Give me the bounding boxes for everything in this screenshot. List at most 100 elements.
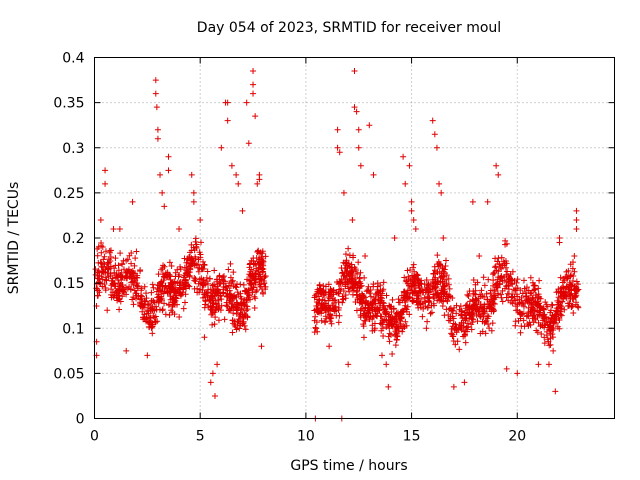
data-point [328,320,335,327]
data-point [438,273,445,280]
data-point [415,304,422,311]
data-point [477,313,484,320]
data-point [154,281,161,288]
data-point [357,269,364,276]
data-point [470,301,477,308]
data-point [174,266,181,273]
data-point [227,274,234,281]
data-point [547,309,554,316]
data-point [401,274,408,281]
data-point [397,321,404,328]
data-point [177,279,184,286]
data-point [452,341,459,348]
data-point [207,306,214,313]
data-point [480,310,487,317]
chart-title: Day 054 of 2023, SRMTID for receiver mou… [197,20,501,36]
data-point [260,289,267,296]
data-point [102,287,109,294]
data-point [99,276,106,283]
data-point [138,295,145,302]
data-point [532,307,539,314]
data-point [112,255,119,262]
data-point [239,301,246,308]
data-point [94,252,101,259]
data-point [481,305,488,312]
data-point [340,295,347,302]
data-point [354,294,361,301]
data-point [95,259,102,266]
data-point [320,292,327,299]
data-point [404,267,411,274]
data-point [209,370,216,377]
data-point [326,291,333,298]
data-point [239,207,246,214]
data-point [381,316,388,323]
data-point [101,261,108,268]
data-point [439,286,446,293]
data-point [549,331,556,338]
data-point [491,286,498,293]
data-point [355,144,362,151]
data-point [514,307,521,314]
data-point [435,278,442,285]
data-point [393,336,400,343]
data-point [544,336,551,343]
data-point [99,283,106,290]
data-point [466,298,473,305]
data-point [225,266,232,273]
data-point [106,247,113,254]
data-point [201,262,208,269]
data-point [355,259,362,266]
data-point [523,296,530,303]
data-point [155,271,162,278]
data-point [499,298,506,305]
data-point [133,281,140,288]
data-point [549,302,556,309]
data-point [413,299,420,306]
data-point [161,263,168,270]
data-point [262,272,269,279]
data-point [211,267,218,274]
data-point [191,262,198,269]
data-point [336,149,343,156]
data-point [477,293,484,300]
data-point [120,257,127,264]
data-point [342,292,349,299]
data-point [195,268,202,275]
data-point [527,308,534,315]
data-point [509,300,516,307]
data-point [530,287,537,294]
data-point [248,274,255,281]
data-point [571,268,578,275]
data-point [429,117,436,124]
data-point [458,311,465,318]
data-point [224,99,231,106]
data-point [130,301,137,308]
data-point [520,277,527,284]
data-point [498,265,505,272]
y-tick-label: 0.15 [53,276,84,292]
data-point [535,361,542,368]
data-point [380,279,387,286]
data-point [206,275,213,282]
data-point [244,313,251,320]
data-point [435,260,442,267]
data-point [229,277,236,284]
data-point [181,299,188,306]
data-point [370,171,377,178]
data-point [497,291,504,298]
data-point [314,286,321,293]
data-point [177,266,184,273]
data-point [250,68,257,75]
data-point [162,283,169,290]
data-point [250,90,257,97]
data-point [412,285,419,292]
data-point [534,314,541,321]
data-point [120,286,127,293]
data-point [110,225,117,232]
data-point [499,262,506,269]
data-point [365,310,372,317]
data-point [160,262,167,269]
data-point [510,286,517,293]
data-point [165,167,172,174]
